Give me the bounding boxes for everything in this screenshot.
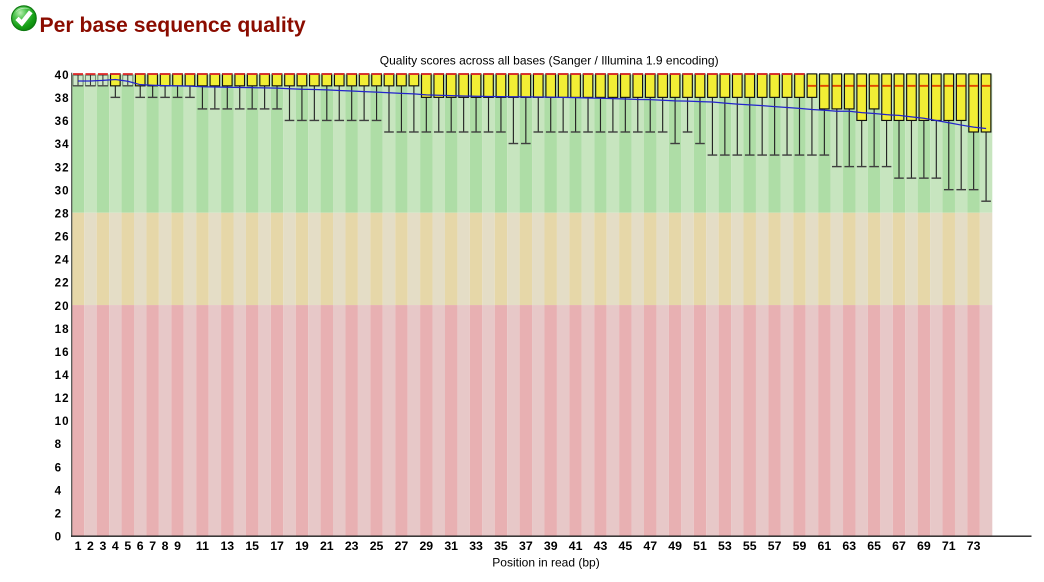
svg-text:65: 65 xyxy=(867,539,881,553)
svg-text:18: 18 xyxy=(55,323,70,336)
svg-text:Quality scores across all base: Quality scores across all bases (Sanger … xyxy=(380,53,719,67)
svg-text:3: 3 xyxy=(99,539,106,553)
svg-text:34: 34 xyxy=(55,138,70,151)
svg-text:9: 9 xyxy=(174,539,181,553)
svg-text:55: 55 xyxy=(743,539,757,553)
svg-text:33: 33 xyxy=(469,539,483,553)
svg-text:40: 40 xyxy=(55,69,70,82)
svg-text:6: 6 xyxy=(137,539,144,553)
svg-text:16: 16 xyxy=(55,346,70,359)
svg-text:24: 24 xyxy=(55,254,70,267)
svg-text:41: 41 xyxy=(569,539,583,553)
svg-text:5: 5 xyxy=(124,539,131,553)
svg-text:8: 8 xyxy=(55,438,63,451)
svg-text:8: 8 xyxy=(162,539,169,553)
svg-text:26: 26 xyxy=(55,231,70,244)
svg-text:53: 53 xyxy=(718,539,732,553)
svg-text:10: 10 xyxy=(55,415,70,428)
svg-text:31: 31 xyxy=(444,539,458,553)
svg-text:38: 38 xyxy=(55,92,70,105)
svg-text:12: 12 xyxy=(55,392,70,405)
svg-text:57: 57 xyxy=(768,539,782,553)
svg-text:15: 15 xyxy=(245,539,259,553)
svg-text:36: 36 xyxy=(55,115,70,128)
svg-text:30: 30 xyxy=(55,184,70,197)
svg-text:13: 13 xyxy=(220,539,234,553)
svg-text:27: 27 xyxy=(395,539,409,553)
svg-text:29: 29 xyxy=(419,539,433,553)
svg-text:49: 49 xyxy=(668,539,682,553)
svg-text:25: 25 xyxy=(370,539,384,553)
svg-text:43: 43 xyxy=(594,539,608,553)
svg-text:Per base sequence quality: Per base sequence quality xyxy=(40,14,306,37)
svg-text:20: 20 xyxy=(55,300,70,313)
svg-text:73: 73 xyxy=(967,539,981,553)
svg-text:4: 4 xyxy=(55,484,63,497)
svg-text:59: 59 xyxy=(793,539,807,553)
svg-text:47: 47 xyxy=(643,539,657,553)
svg-text:22: 22 xyxy=(55,277,70,290)
svg-text:69: 69 xyxy=(917,539,931,553)
svg-text:17: 17 xyxy=(270,539,284,553)
svg-text:21: 21 xyxy=(320,539,334,553)
svg-text:2: 2 xyxy=(87,539,94,553)
svg-text:32: 32 xyxy=(55,161,70,174)
svg-text:14: 14 xyxy=(55,369,70,382)
svg-text:1: 1 xyxy=(75,539,82,553)
svg-text:45: 45 xyxy=(618,539,632,553)
svg-text:Position in read (bp): Position in read (bp) xyxy=(492,555,599,569)
svg-text:2: 2 xyxy=(55,507,63,520)
svg-text:61: 61 xyxy=(818,539,832,553)
svg-text:6: 6 xyxy=(55,461,63,474)
svg-text:67: 67 xyxy=(892,539,906,553)
svg-text:7: 7 xyxy=(149,539,156,553)
svg-text:0: 0 xyxy=(55,531,63,544)
svg-text:23: 23 xyxy=(345,539,359,553)
svg-text:35: 35 xyxy=(494,539,508,553)
svg-text:19: 19 xyxy=(295,539,309,553)
svg-text:39: 39 xyxy=(544,539,558,553)
svg-text:4: 4 xyxy=(112,539,119,553)
svg-text:71: 71 xyxy=(942,539,956,553)
svg-text:51: 51 xyxy=(693,539,707,553)
svg-text:37: 37 xyxy=(519,539,533,553)
svg-text:28: 28 xyxy=(55,207,70,220)
svg-text:63: 63 xyxy=(842,539,856,553)
svg-text:11: 11 xyxy=(196,539,209,553)
